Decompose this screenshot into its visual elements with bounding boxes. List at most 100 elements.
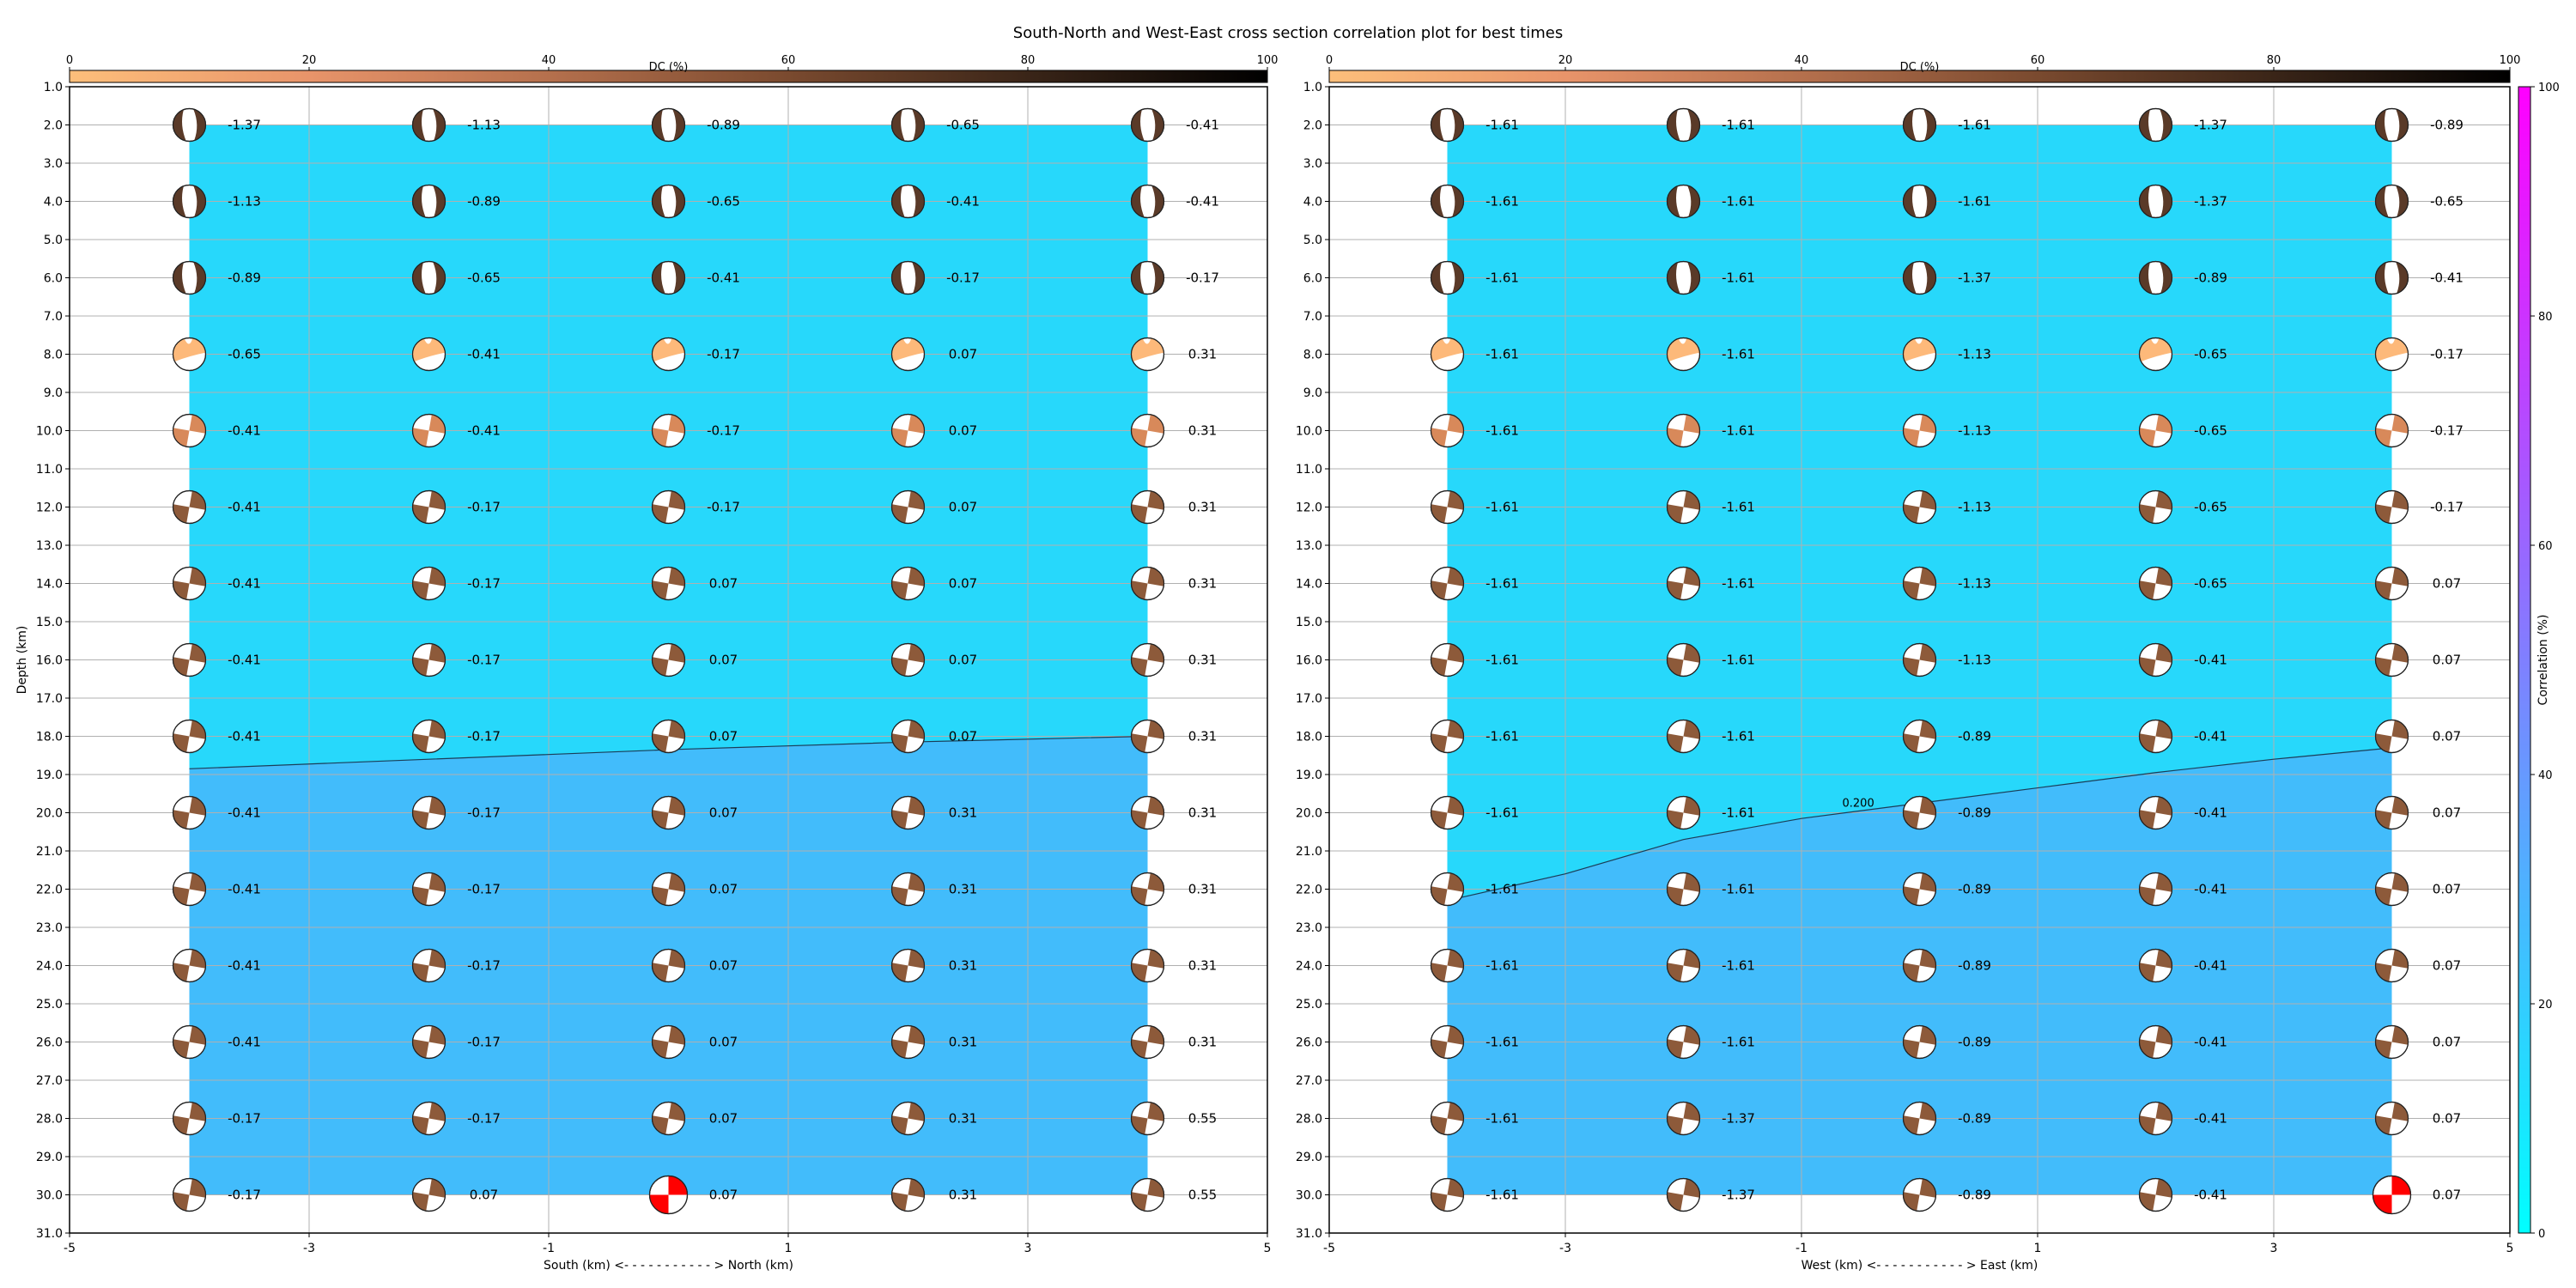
beachball xyxy=(411,184,447,219)
beachball-quadrant xyxy=(1447,1102,1464,1121)
beachball-quadrant xyxy=(1667,262,1680,295)
ytick-label: 14.0 xyxy=(36,578,63,592)
correlation-value: -0.65 xyxy=(228,347,261,362)
ytick-label: 31.0 xyxy=(1296,1227,1322,1241)
beachball-quadrant xyxy=(2375,337,2409,362)
dc-colorbar-fill xyxy=(69,70,1268,83)
beachball xyxy=(1666,260,1701,295)
beachball-outline xyxy=(172,1177,207,1212)
dc-tick-label: 40 xyxy=(1795,54,1809,67)
beachball xyxy=(651,260,686,295)
correlation-value: -1.37 xyxy=(228,118,261,133)
beachball-quadrant xyxy=(428,643,446,663)
beachball-outline xyxy=(890,1101,926,1136)
beachball-outline xyxy=(411,107,447,143)
beachball-outline xyxy=(2138,795,2173,830)
beachball-quadrant xyxy=(1431,428,1448,447)
beachball-outline xyxy=(1430,260,1465,295)
beachball-quadrant xyxy=(1919,414,1936,434)
beachball-quadrant xyxy=(1903,886,1920,906)
beachball xyxy=(2374,719,2409,754)
beachball-outline xyxy=(411,948,447,983)
beachball xyxy=(1902,260,1937,295)
correlation-value: -1.13 xyxy=(467,118,501,133)
ytick-label: 9.0 xyxy=(44,386,63,400)
correlation-value: -0.65 xyxy=(946,118,980,133)
beachball-outline xyxy=(1430,642,1465,677)
beachball-outline xyxy=(411,1024,447,1060)
beachball xyxy=(1902,184,1937,219)
beachball xyxy=(1130,184,1165,219)
beachball xyxy=(1130,1177,1165,1212)
beachball xyxy=(411,489,447,525)
correlation-value: -1.13 xyxy=(228,194,261,210)
beachball-quadrant xyxy=(1147,949,1164,969)
beachball-quadrant xyxy=(1147,567,1164,586)
beachball-quadrant xyxy=(428,720,446,739)
ytick-label: 24.0 xyxy=(1296,960,1322,974)
beachball-quadrant xyxy=(2139,810,2156,829)
correlation-value: -1.61 xyxy=(1485,500,1519,515)
correlation-value: 0.07 xyxy=(2433,882,2461,897)
beachball-outline xyxy=(890,489,926,525)
beachball-quadrant xyxy=(173,810,190,829)
beachball xyxy=(890,337,926,372)
beachball-outline xyxy=(2372,1175,2412,1215)
correlation-value: -0.41 xyxy=(2194,1035,2227,1050)
beachball-outline xyxy=(2138,1101,2173,1136)
beachball-outline xyxy=(890,642,926,677)
beachball xyxy=(1130,337,1165,372)
beachball-outline xyxy=(1666,489,1701,525)
beachball-quadrant xyxy=(1903,657,1920,677)
beachball-outline xyxy=(1130,566,1165,601)
beachball-quadrant xyxy=(1903,428,1920,447)
beachball-outline xyxy=(1902,489,1937,525)
ytick-label: 25.0 xyxy=(36,998,63,1012)
beachball-quadrant xyxy=(2391,1025,2409,1045)
beachball-outline xyxy=(1666,260,1701,295)
correlation-value: 0.07 xyxy=(709,729,738,744)
ytick-label: 25.0 xyxy=(1296,998,1322,1012)
beachball-outline xyxy=(1902,566,1937,601)
beachball xyxy=(1666,489,1701,525)
beachball-outline xyxy=(172,107,207,143)
beachball-outline xyxy=(890,184,926,219)
xtick-label: 3 xyxy=(2270,1242,2278,1255)
beachball xyxy=(1666,413,1701,448)
dc-colorbar-label: DC (%) xyxy=(649,61,689,74)
beachball-quadrant xyxy=(891,262,905,295)
correlation-value: -0.41 xyxy=(1186,118,1219,133)
correlation-value: -1.61 xyxy=(1722,576,1755,592)
beachball-outline xyxy=(2374,107,2409,143)
beachball-quadrant xyxy=(1147,720,1164,739)
beachball-quadrant xyxy=(908,1102,925,1121)
beachball-quadrant xyxy=(1683,414,1700,434)
beachball xyxy=(890,260,926,295)
beachball-quadrant xyxy=(2391,872,2409,892)
correlation-value: 0.07 xyxy=(2433,805,2461,821)
beachball-quadrant xyxy=(2396,262,2409,294)
beachball xyxy=(651,566,686,601)
beachball xyxy=(1902,489,1937,525)
beachball-quadrant xyxy=(1451,109,1464,141)
correlation-value: 0.31 xyxy=(1188,347,1217,362)
beachball xyxy=(1130,719,1165,754)
correlation-value: -0.41 xyxy=(946,194,980,210)
beachball-quadrant xyxy=(1131,886,1148,906)
correlation-value: -0.65 xyxy=(2194,500,2227,515)
beachball xyxy=(890,184,926,219)
beachball-outline xyxy=(1430,1024,1465,1060)
beachball-outline xyxy=(2138,337,2173,372)
beachball-quadrant xyxy=(2160,262,2172,294)
beachball xyxy=(890,566,926,601)
beachball xyxy=(1666,719,1701,754)
beachball-quadrant xyxy=(1919,567,1936,586)
beachball-quadrant xyxy=(2375,810,2392,829)
beachball-outline xyxy=(2138,107,2173,143)
correlation-value: -0.89 xyxy=(1958,805,1991,821)
beachball-outline xyxy=(1666,184,1701,219)
beachball xyxy=(1666,872,1701,907)
beachball-outline xyxy=(1666,872,1701,907)
beachball-outline xyxy=(411,642,447,677)
beachball-quadrant xyxy=(1903,1115,1920,1135)
